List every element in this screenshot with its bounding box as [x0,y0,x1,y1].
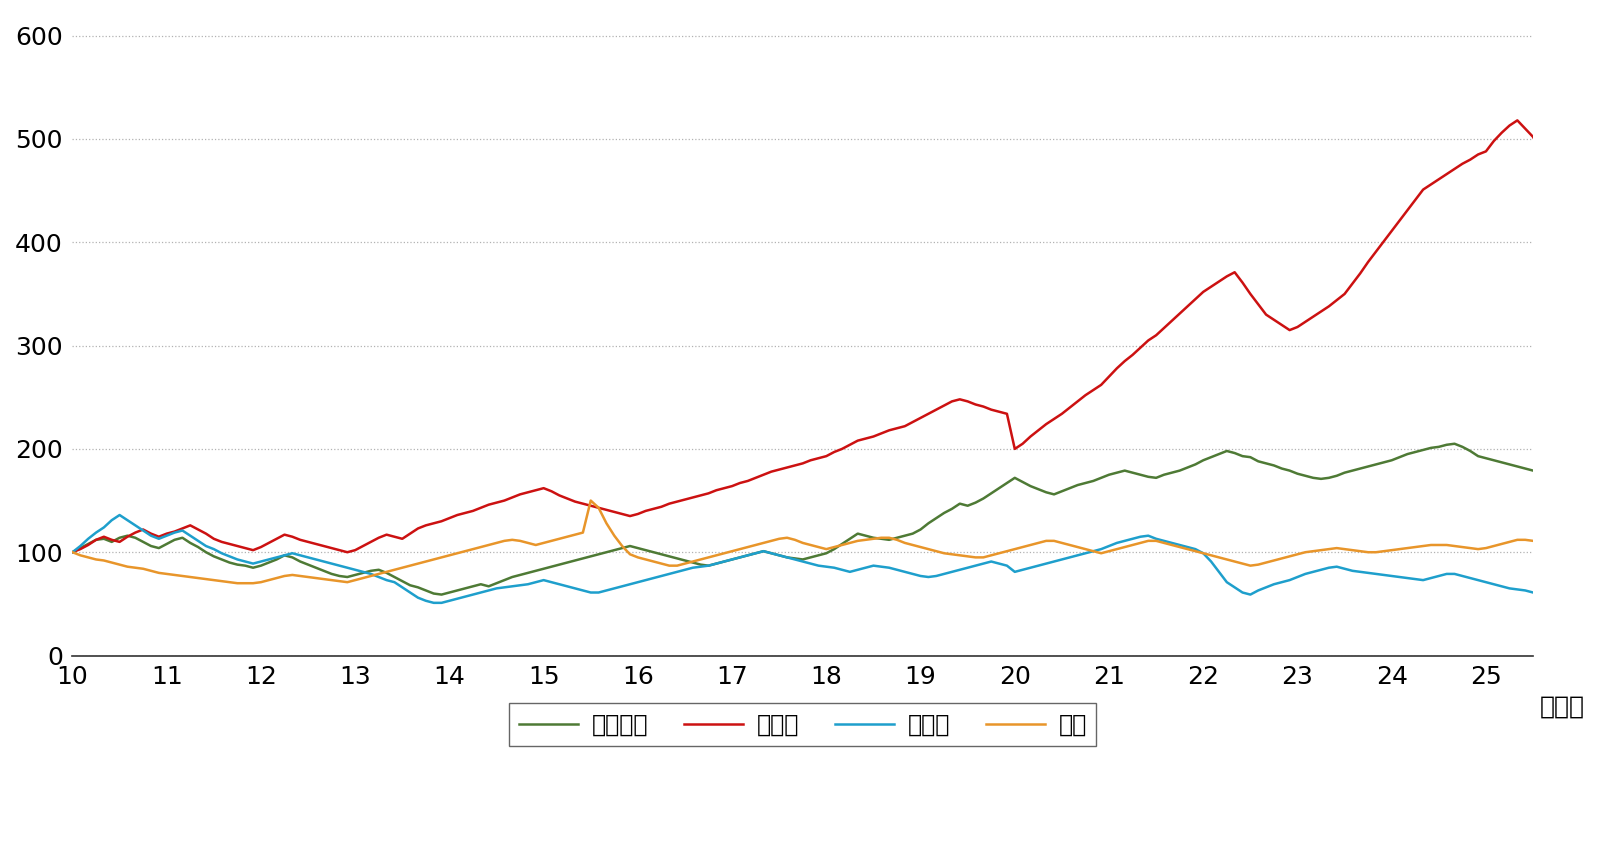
ロシア [70,541,90,551]
中国 [613,541,632,551]
ロシア [219,551,238,561]
中国 [213,576,232,586]
ロシア [424,598,443,608]
ロシア [613,581,632,591]
中国 [1499,537,1518,547]
ブラジル [70,543,90,553]
中国 [62,547,82,557]
ブラジル [62,547,82,557]
インド [62,547,82,557]
ロシア [526,577,546,588]
Line: ロシア: ロシア [72,515,1541,603]
ロシア [1499,583,1518,594]
Legend: ブラジル, インド, ロシア, 中国: ブラジル, インド, ロシア, 中国 [509,703,1096,746]
中国 [1531,537,1550,547]
中国 [518,538,538,548]
インド [1485,136,1504,146]
ロシア [62,547,82,557]
ロシア [110,510,130,520]
ブラジル [1445,438,1464,449]
ブラジル [432,589,451,600]
Line: インド: インド [72,120,1541,552]
インド [70,544,90,555]
インド [550,490,570,500]
中国 [70,550,90,561]
ロシア [1531,589,1550,600]
中国 [227,578,246,589]
中国 [581,495,600,505]
インド [213,537,232,547]
ブラジル [518,568,538,578]
ブラジル [213,555,232,565]
ブラジル [1531,464,1550,474]
Text: （年）: （年） [1539,695,1586,718]
ロシア [565,583,584,594]
ブラジル [557,557,576,567]
Line: 中国: 中国 [72,500,1541,583]
インド [597,505,616,515]
ブラジル [1499,460,1518,470]
中国 [557,532,576,542]
インド [510,489,530,499]
インド [1507,115,1526,126]
インド [1531,147,1550,157]
Line: ブラジル: ブラジル [72,444,1541,594]
ブラジル [605,545,624,555]
